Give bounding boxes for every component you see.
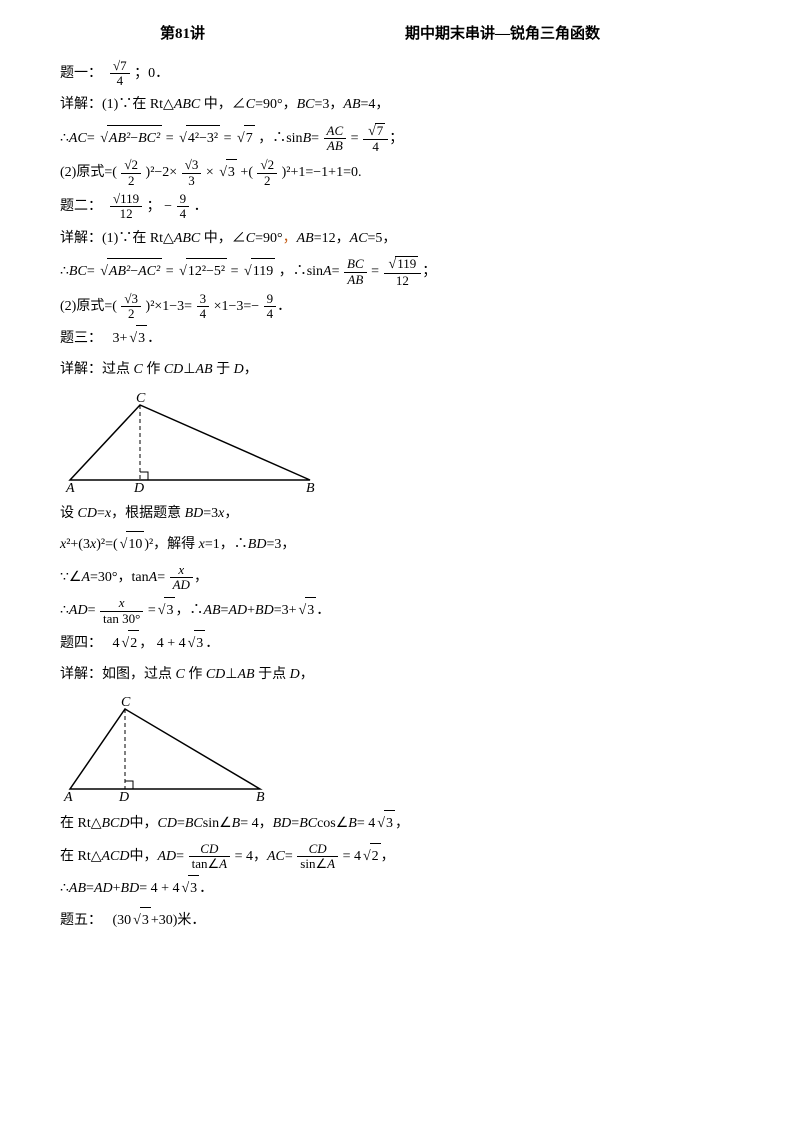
q4-answer: 题四： 42， 4 + 43．	[60, 630, 760, 658]
q1-detail-1: 详解：(1)∵在 Rt△ABC 中，∠C=90°，BC=3，AB=4，	[60, 92, 760, 119]
q3-figure: A B C D	[60, 390, 320, 495]
q3-step1: 设 CD=x，根据题意 BD=3x，	[60, 501, 760, 528]
q2-detail-1: 详解：(1)∵在 Rt△ABC 中，∠C=90°，AB=12，AC=5，	[60, 226, 760, 253]
q3-answer: 题三： 3+3．	[60, 325, 760, 353]
lecture-number: 第81讲	[160, 20, 205, 49]
q4-figure: A B C D	[60, 694, 280, 804]
header: 第81讲 期中期末串讲—锐角三角函数	[60, 20, 760, 49]
q4-detail-open: 详解：如图，过点 C 作 CD⊥AB 于点 D，	[60, 662, 760, 689]
q2-detail-2: (2)原式=( √32 )²×1−3= 34 ×1−3=− 94．	[60, 292, 760, 322]
q4-step1: 在 Rt△BCD中，CD=BCsin∠B= 4，BD=BCcos∠B= 43，	[60, 810, 760, 838]
svg-text:D: D	[118, 790, 129, 804]
svg-text:B: B	[256, 790, 265, 804]
q3-step4: ∴AD= xtan 30° =3，∴AB=AD+BD=3+3．	[60, 596, 760, 626]
q4-step2: 在 Rt△ACD中，AD= CDtan∠A = 4，AC= CDsin∠A = …	[60, 842, 760, 872]
q3-step3: ∵∠A=30°，tanA= xAD，	[60, 563, 760, 593]
svg-text:C: C	[136, 391, 146, 406]
q3-detail-open: 详解：过点 C 作 CD⊥AB 于 D，	[60, 357, 760, 384]
q1-answer: 题一： √74 ；0．	[60, 59, 760, 89]
q1-detail-1b: ∴AC= AB²−BC² = 4²−3² = 7 ，∴sinB= ACAB = …	[60, 123, 760, 155]
q2-detail-1b: ∴BC= AB²−AC² = 12²−5² = 119 ，∴sinA= BCAB…	[60, 256, 760, 288]
q5-answer: 题五： (303+30)米．	[60, 907, 760, 935]
svg-text:B: B	[306, 481, 315, 495]
q2-answer: 题二： √11912 ； − 94 ．	[60, 192, 760, 222]
q4-step3: ∴AB=AD+BD= 4 + 43．	[60, 875, 760, 903]
q1-detail-2: (2)原式=( √22 )²−2× √33 × 3 +( √22 )²+1=−1…	[60, 158, 760, 188]
svg-text:C: C	[121, 695, 131, 710]
svg-text:D: D	[133, 481, 144, 495]
lecture-title: 期中期末串讲—锐角三角函数	[405, 20, 600, 49]
svg-text:A: A	[63, 790, 73, 804]
q3-step2: x²+(3x)²=(10)²，解得 x=1，∴BD=3，	[60, 531, 760, 559]
svg-text:A: A	[65, 481, 75, 495]
